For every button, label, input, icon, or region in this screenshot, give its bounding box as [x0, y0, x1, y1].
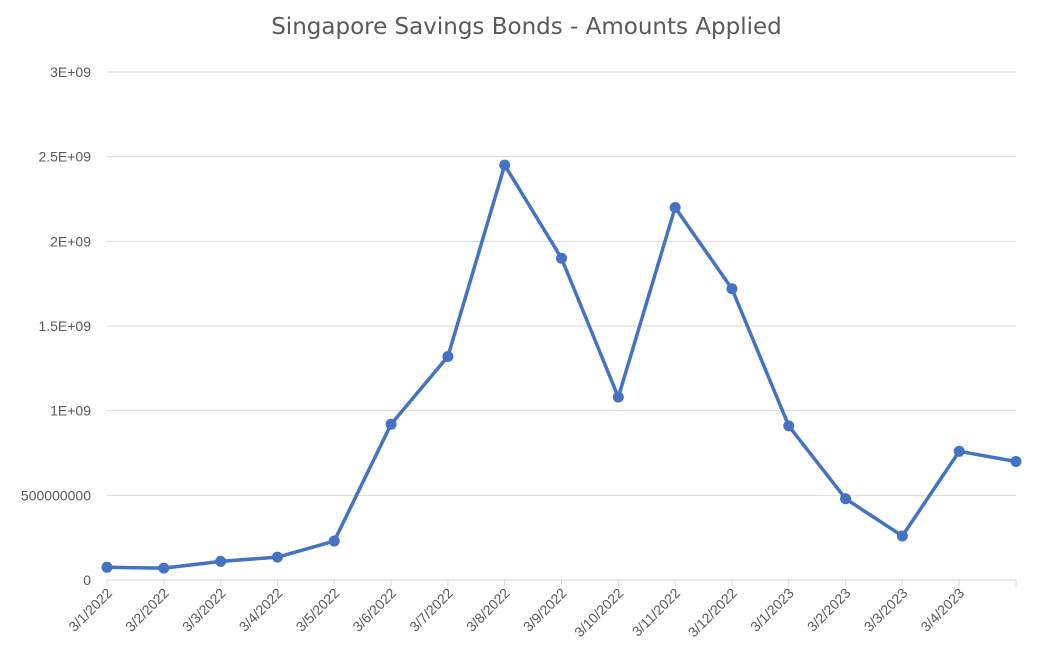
x-tick-label: 3/1/2023: [747, 585, 797, 635]
data-point: [896, 530, 908, 542]
data-point: [442, 350, 454, 362]
y-axis: 0 500000000 1E+09 1.5E+09 2E+09 2.5E+09 3E+09: [21, 64, 91, 588]
y-tick-label: 0: [83, 572, 91, 588]
x-tick-label: 3/2/2023: [804, 585, 854, 635]
y-tick-label: 1.5E+09: [38, 318, 91, 334]
data-point: [840, 493, 852, 505]
data-point: [669, 201, 681, 213]
chart-title: Singapore Savings Bonds - Amounts Applie…: [271, 14, 782, 40]
x-tick-label: 3/6/2022: [349, 585, 399, 635]
data-point: [215, 555, 227, 567]
y-tick-label: 2.5E+09: [38, 149, 91, 165]
x-tick-label: 3/3/2023: [861, 585, 911, 635]
data-point: [783, 420, 795, 432]
series-layer: [101, 159, 1022, 574]
data-point: [158, 562, 170, 574]
x-tick-label: 3/7/2022: [406, 585, 456, 635]
x-tick-label: 3/12/2022: [685, 585, 741, 641]
x-tick-label: 3/10/2022: [571, 585, 627, 641]
x-tick-label: 3/4/2022: [236, 585, 286, 635]
y-tick-label: 3E+09: [50, 64, 91, 80]
x-tick-label: 3/9/2022: [520, 585, 570, 635]
gridlines: [107, 71, 1016, 496]
data-point: [953, 445, 965, 457]
series-line: [105, 163, 1018, 570]
data-point: [101, 561, 113, 573]
x-tick-label: 3/8/2022: [463, 585, 513, 635]
x-axis: 3/1/2022 3/2/2022 3/3/2022 3/4/2022 3/5/2022…: [65, 579, 1017, 641]
x-tick-label: 3/11/2022: [629, 585, 684, 640]
data-point: [271, 551, 283, 563]
x-tick-label: 3/3/2022: [179, 585, 229, 635]
data-point: [385, 418, 397, 430]
data-point: [612, 391, 624, 403]
data-point: [726, 283, 738, 295]
x-tick-label: 3/4/2023: [917, 585, 967, 635]
x-tick-label: 3/5/2022: [293, 585, 343, 635]
data-point: [328, 535, 340, 547]
data-point: [499, 159, 511, 171]
x-tick-label: 3/1/2022: [65, 585, 115, 635]
y-tick-label: 1E+09: [50, 403, 91, 419]
data-point: [556, 252, 567, 264]
data-point: [1010, 455, 1022, 467]
x-tick-label: 3/2/2022: [122, 585, 172, 635]
y-tick-label: 500000000: [21, 487, 91, 503]
y-tick-label: 2E+09: [50, 233, 91, 249]
